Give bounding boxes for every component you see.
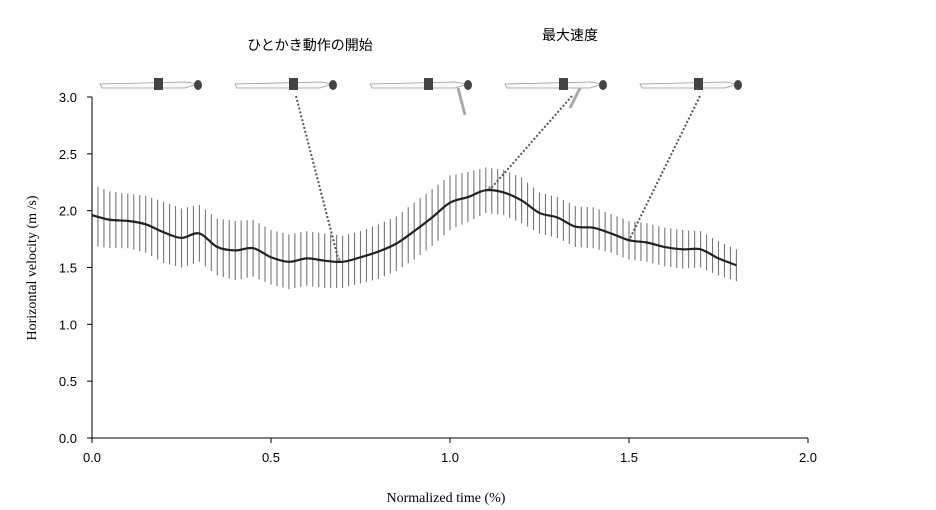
mean-velocity-line xyxy=(91,188,737,267)
x-axis-label: Normalized time (%) xyxy=(387,491,506,506)
swimmer-figure-icon xyxy=(369,78,472,116)
x-tick-label: 0.5 xyxy=(262,450,280,465)
annotation-stroke-start: ひとかき動作の開始 xyxy=(247,38,373,54)
annotation-leader-line xyxy=(295,95,340,263)
swimmer-figure-icon xyxy=(504,78,607,109)
y-tick-label: 2.5 xyxy=(59,147,77,162)
x-tick-label: 2.0 xyxy=(799,450,817,465)
error-bars xyxy=(91,167,737,290)
x-tick-label: 1.0 xyxy=(441,450,459,465)
swimmer-figures xyxy=(99,78,742,116)
annotation-leader-line xyxy=(488,95,573,191)
annotation-leader-line xyxy=(628,95,701,241)
y-tick-label: 2.0 xyxy=(59,204,77,219)
x-tick-label: 1.5 xyxy=(620,450,638,465)
y-tick-label: 1.0 xyxy=(59,317,77,332)
swimmer-figure-icon xyxy=(99,78,202,90)
y-tick-label: 0.5 xyxy=(59,374,77,389)
x-tick-label: 0.0 xyxy=(83,450,101,465)
swimmer-figure-icon xyxy=(234,78,337,90)
swimmer-figure-icon xyxy=(639,78,742,90)
y-tick-label: 3.0 xyxy=(59,90,77,105)
y-tick-label: 0.0 xyxy=(59,431,77,446)
y-tick-label: 1.5 xyxy=(59,261,77,276)
y-axis-label: Horizontal velocity (m /s) xyxy=(25,195,40,340)
annotation-max-speed: 最大速度 xyxy=(542,28,598,44)
